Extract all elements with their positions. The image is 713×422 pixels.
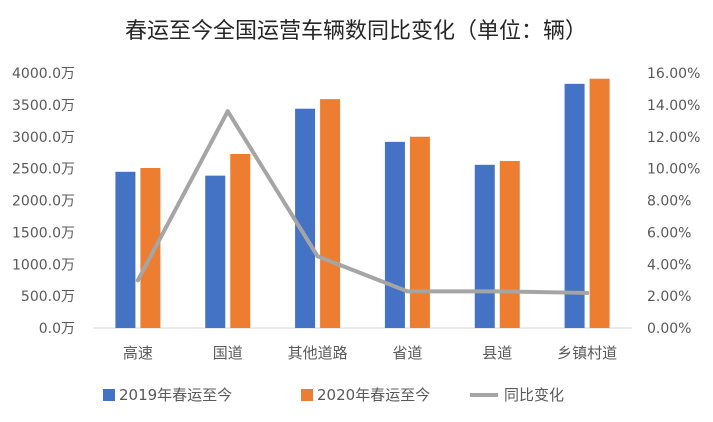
legend-swatch	[103, 389, 115, 401]
bar-series1	[564, 83, 585, 329]
bar-series2	[140, 167, 161, 328]
line-point	[225, 109, 230, 114]
x-axis-tick-label: 省道	[392, 344, 422, 362]
left-axis-tick-label: 4000.0万	[12, 66, 75, 82]
right-axis-tick-label: 8.00%	[647, 194, 691, 210]
left-axis-tick-label: 3000.0万	[12, 130, 75, 146]
x-axis-tick-label: 乡镇村道	[557, 344, 617, 362]
line-point	[495, 289, 500, 294]
bar-series1	[384, 141, 405, 328]
bar-series1	[474, 164, 495, 328]
x-axis-tick-label: 高速	[123, 344, 153, 362]
bar-series1	[205, 175, 226, 328]
right-axis-tick-label: 0.00%	[647, 321, 691, 337]
right-axis-tick-label: 14.00%	[647, 98, 700, 114]
left-axis-tick-label: 2500.0万	[12, 162, 75, 178]
bar-series2	[589, 78, 610, 328]
legend-swatch	[301, 389, 313, 401]
right-axis-tick-label: 16.00%	[647, 66, 700, 82]
left-axis-tick-label: 500.0万	[21, 289, 75, 305]
bar-series1	[295, 108, 316, 328]
bar-series2	[320, 99, 341, 328]
line-point	[585, 290, 590, 295]
right-axis-tick-label: 4.00%	[647, 257, 691, 273]
bar-series1	[115, 171, 136, 328]
legend: 2019年春运至今 2020年春运至今 同比变化	[103, 386, 564, 404]
left-axis-tick-label: 2000.0万	[12, 194, 75, 210]
right-axis-tick-label: 6.00%	[647, 225, 691, 241]
right-axis-tick-label: 2.00%	[647, 289, 691, 305]
plot-area: 0.0万 500.0万 1000.0万 1500.0万 2000.0万 2500.0万 30…	[12, 66, 700, 362]
line-point	[135, 278, 140, 283]
left-axis-tick-label: 3500.0万	[12, 98, 75, 114]
left-axis-tick-label: 1500.0万	[12, 225, 75, 241]
left-axis-tick-label: 0.0万	[39, 321, 75, 337]
chart-title: 春运至今全国运营车辆数同比变化（单位：辆）	[125, 19, 587, 44]
legend-label: 2020年春运至今	[317, 386, 430, 404]
legend-label: 同比变化	[504, 386, 564, 404]
line-point	[405, 289, 410, 294]
x-axis-tick-label: 县道	[482, 344, 512, 362]
line-series-yoy	[135, 109, 590, 295]
legend-label: 2019年春运至今	[119, 386, 232, 404]
x-axis-tick-label: 国道	[213, 344, 243, 362]
line-point	[315, 254, 320, 259]
bar-series2	[230, 153, 251, 328]
bar-series2	[499, 160, 520, 328]
x-axis-tick-label: 其他道路	[288, 344, 348, 362]
right-axis-tick-label: 10.00%	[647, 162, 700, 178]
right-axis-tick-label: 12.00%	[647, 130, 700, 146]
bar-series2	[409, 136, 430, 328]
left-axis-tick-label: 1000.0万	[12, 257, 75, 273]
